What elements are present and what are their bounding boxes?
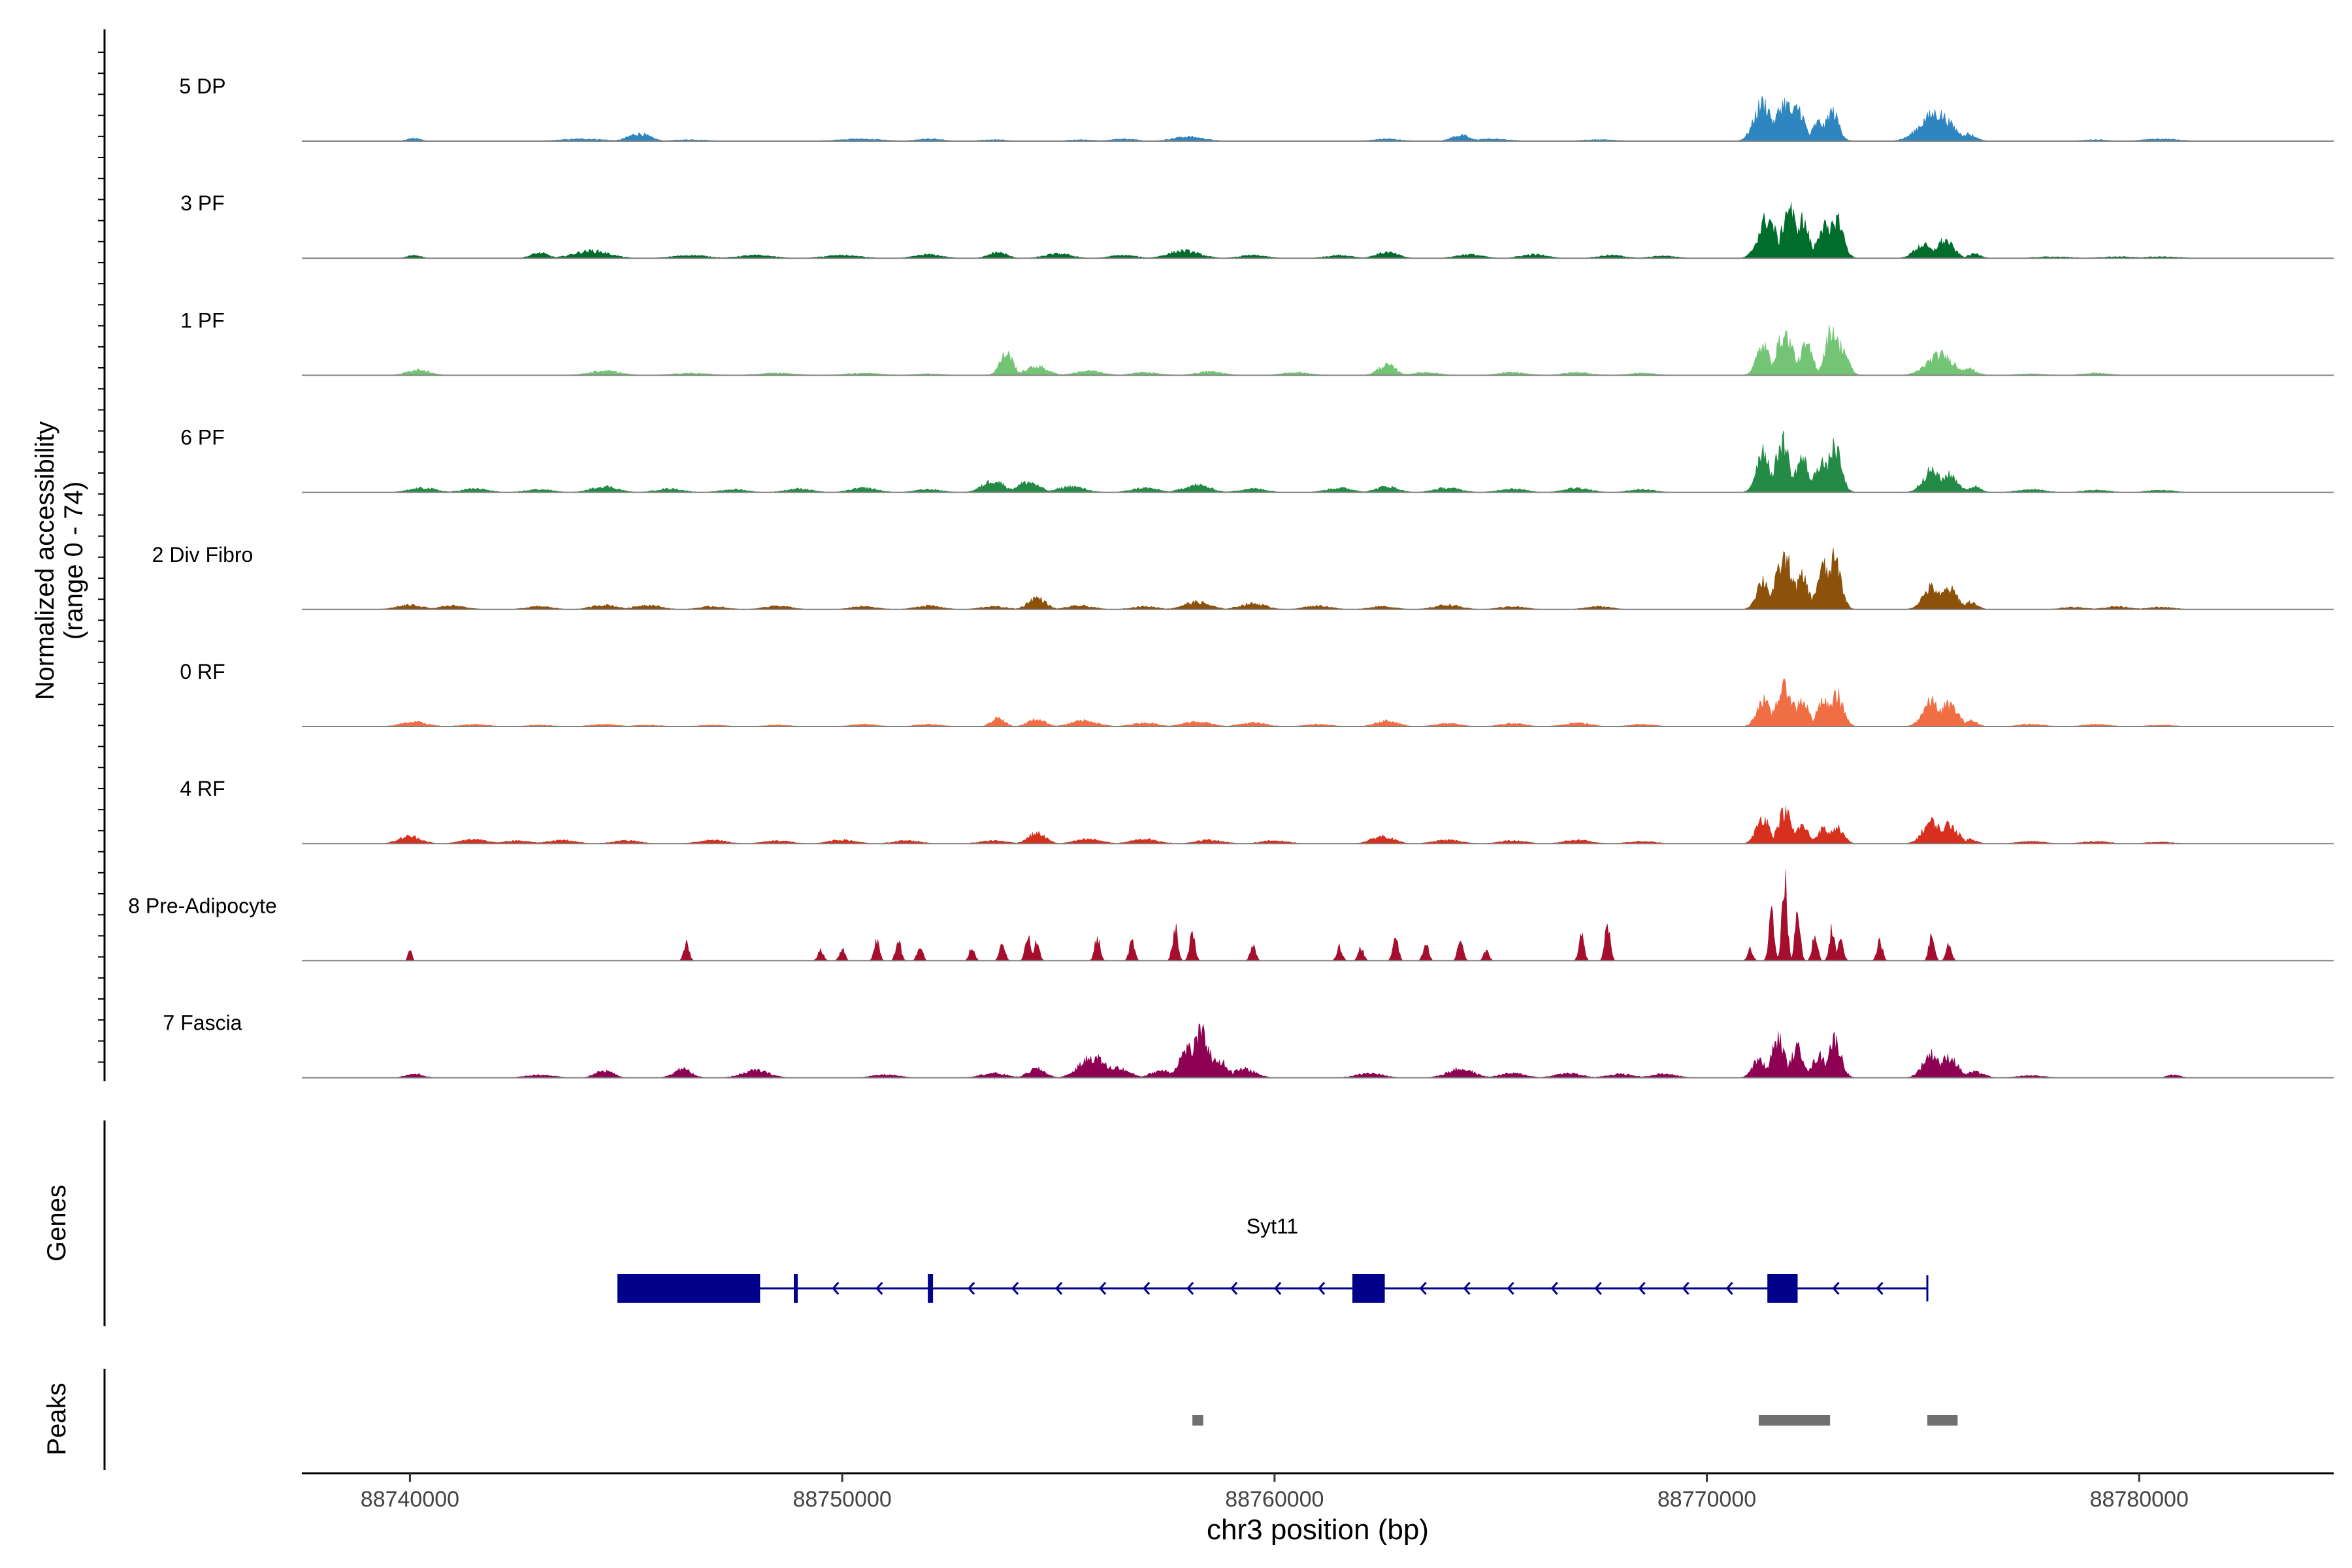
track-signal	[302, 431, 2334, 493]
strand-arrow	[1318, 1282, 1326, 1295]
track-3: 6 PF	[180, 426, 2334, 493]
peaks-track-label: Peaks	[42, 1382, 71, 1455]
strand-arrow	[1725, 1282, 1733, 1295]
peak-region	[1927, 1415, 1958, 1426]
strand-arrow	[1550, 1282, 1558, 1295]
gene-name-label: Syt11	[1247, 1215, 1298, 1238]
strand-arrow	[1230, 1282, 1238, 1295]
track-2: 1 PF	[180, 308, 2334, 376]
track-label: 8 Pre-Adipocyte	[128, 894, 277, 917]
genes-track-label: Genes	[42, 1184, 71, 1262]
track-label: 1 PF	[180, 308, 225, 332]
track-label: 7 Fascia	[163, 1011, 242, 1035]
coverage-tracks: 5 DP 3 PF 1 PF 6 PF 2 Div Fibro 0 RF 4 RF 8 Pre…	[128, 74, 2334, 1079]
strand-arrow	[1682, 1282, 1690, 1295]
strand-arrow	[1274, 1282, 1282, 1295]
track-signal	[302, 95, 2334, 142]
strand-arrow	[1638, 1282, 1646, 1295]
x-axis-ticks: 88740000 88750000 88760000 88770000 88780000	[361, 1473, 2189, 1512]
track-1: 3 PF	[180, 191, 2334, 259]
track-signal	[302, 202, 2334, 259]
track-label: 6 PF	[180, 426, 225, 449]
x-tick-label: 88770000	[1658, 1487, 1756, 1512]
track-label: 5 DP	[179, 74, 225, 98]
strand-arrow	[1055, 1282, 1063, 1295]
track-signal	[302, 324, 2334, 376]
strand-arrow	[1011, 1282, 1019, 1295]
track-label: 0 RF	[180, 660, 225, 683]
y-axis-label: Normalized accessibility (range 0 - 74)	[31, 421, 88, 700]
x-tick-label: 88740000	[361, 1487, 459, 1512]
x-tick-label: 88750000	[792, 1487, 891, 1512]
track-signal	[302, 678, 2334, 727]
x-tick-label: 88760000	[1225, 1487, 1324, 1512]
strand-arrow	[1832, 1282, 1840, 1295]
strand-arrow	[968, 1282, 975, 1295]
strand-arrow	[1463, 1282, 1471, 1295]
track-signal	[302, 547, 2334, 610]
track-label: 2 Div Fibro	[152, 543, 253, 566]
x-tick-label: 88780000	[2090, 1487, 2189, 1512]
track-signal	[302, 806, 2334, 844]
track-signal	[302, 1023, 2334, 1078]
x-axis-title: chr3 position (bp)	[1207, 1514, 1429, 1546]
strand-arrow	[1507, 1282, 1514, 1295]
gene-track	[617, 1274, 1929, 1303]
y-axis-label-line1: Normalized accessibility	[31, 421, 59, 700]
gene-exon	[1767, 1274, 1798, 1303]
peak-region	[1192, 1415, 1203, 1426]
strand-arrow	[1143, 1282, 1151, 1295]
gene-exon	[617, 1274, 760, 1303]
track-label: 3 PF	[180, 191, 225, 215]
track-6: 4 RF	[180, 777, 2334, 845]
strand-arrow	[1099, 1282, 1107, 1295]
track-4: 2 Div Fibro	[152, 543, 2334, 610]
track-7: 8 Pre-Adipocyte	[128, 869, 2334, 962]
strand-arrow	[1876, 1282, 1884, 1295]
strand-arrow	[1419, 1282, 1427, 1295]
strand-arrow	[1186, 1282, 1194, 1295]
strand-arrow	[875, 1282, 883, 1295]
track-5: 0 RF	[180, 660, 2334, 727]
strand-arrow	[1594, 1282, 1602, 1295]
strand-arrow	[832, 1282, 840, 1295]
peaks-track	[1192, 1415, 1958, 1426]
track-8: 7 Fascia	[163, 1011, 2334, 1079]
gene-exon	[794, 1274, 798, 1303]
gene-exon	[928, 1274, 934, 1303]
track-signal	[302, 869, 2334, 961]
y-axis-label-line2: (range 0 - 74)	[59, 482, 88, 640]
track-0: 5 DP	[179, 74, 2334, 142]
gene-exon	[1352, 1274, 1385, 1303]
peak-region	[1758, 1415, 1831, 1426]
track-label: 4 RF	[180, 777, 225, 800]
coverage-y-ticks	[98, 52, 105, 1063]
